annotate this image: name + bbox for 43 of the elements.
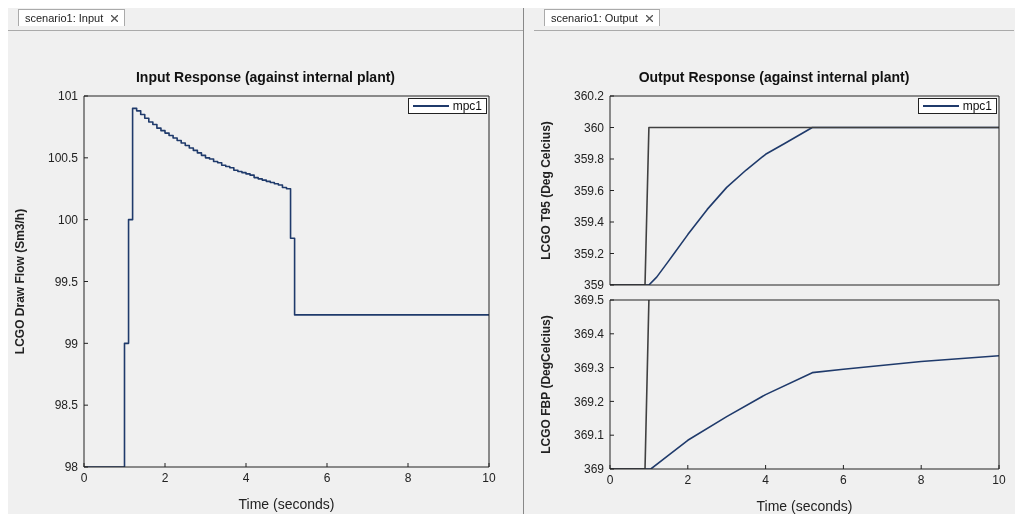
- y-tick-label: 369.5: [573, 293, 605, 308]
- legend-label: mpc1: [452, 99, 482, 113]
- legend-label: mpc1: [962, 99, 992, 113]
- y-tick-label: 101: [57, 89, 79, 104]
- y-tick-label: 369: [583, 462, 605, 477]
- x-axis-title: Time (seconds): [238, 496, 335, 512]
- x-tick-label: 6: [840, 472, 848, 487]
- y-tick-label: 98.5: [54, 398, 79, 413]
- y-tick-label: 100.5: [47, 151, 79, 166]
- x-tick-label: 10: [482, 470, 496, 485]
- x-axis-title: Time (seconds): [756, 498, 853, 514]
- x-tick-label: 4: [762, 472, 770, 487]
- x-tick-label: 0: [606, 472, 614, 487]
- x-tick-label: 8: [404, 470, 412, 485]
- x-tick-label: 0: [80, 470, 88, 485]
- x-tick-label: 2: [161, 470, 169, 485]
- chart-title: Output Response (against internal plant): [637, 69, 911, 87]
- y-tick-label: 360.2: [573, 89, 605, 104]
- x-tick-label: 6: [323, 470, 331, 485]
- y-axis-title: LCGO FBP (DegCelcius): [539, 315, 554, 454]
- y-tick-label: 359.6: [573, 183, 605, 198]
- y-tick-label: 369.3: [573, 360, 605, 375]
- x-tick-label: 4: [242, 470, 250, 485]
- chart-title: Input Response (against internal plant): [135, 69, 396, 87]
- x-tick-label: 8: [917, 472, 925, 487]
- y-axis-title: LCGO Draw Flow (Sm3/h): [13, 208, 28, 355]
- y-tick-label: 369.1: [573, 428, 605, 443]
- y-tick-label: 99.5: [54, 274, 79, 289]
- y-tick-label: 359: [583, 278, 605, 293]
- y-axis-title: LCGO T95 (Deg Celcius): [539, 121, 554, 260]
- y-tick-label: 369.4: [573, 327, 605, 342]
- y-tick-label: 360: [583, 120, 605, 135]
- y-tick-label: 98: [64, 460, 79, 475]
- y-tick-label: 99: [64, 336, 79, 351]
- text: scenario1: Input: [25, 12, 104, 24]
- y-tick-label: 359.2: [573, 246, 605, 261]
- text: scenario1: Output: [551, 12, 638, 24]
- x-tick-label: 10: [992, 472, 1006, 487]
- x-tick-label: 2: [684, 472, 692, 487]
- y-tick-label: 359.8: [573, 152, 605, 167]
- y-tick-label: 100: [57, 212, 79, 227]
- y-tick-label: 369.2: [573, 394, 605, 409]
- y-tick-label: 359.4: [573, 215, 605, 230]
